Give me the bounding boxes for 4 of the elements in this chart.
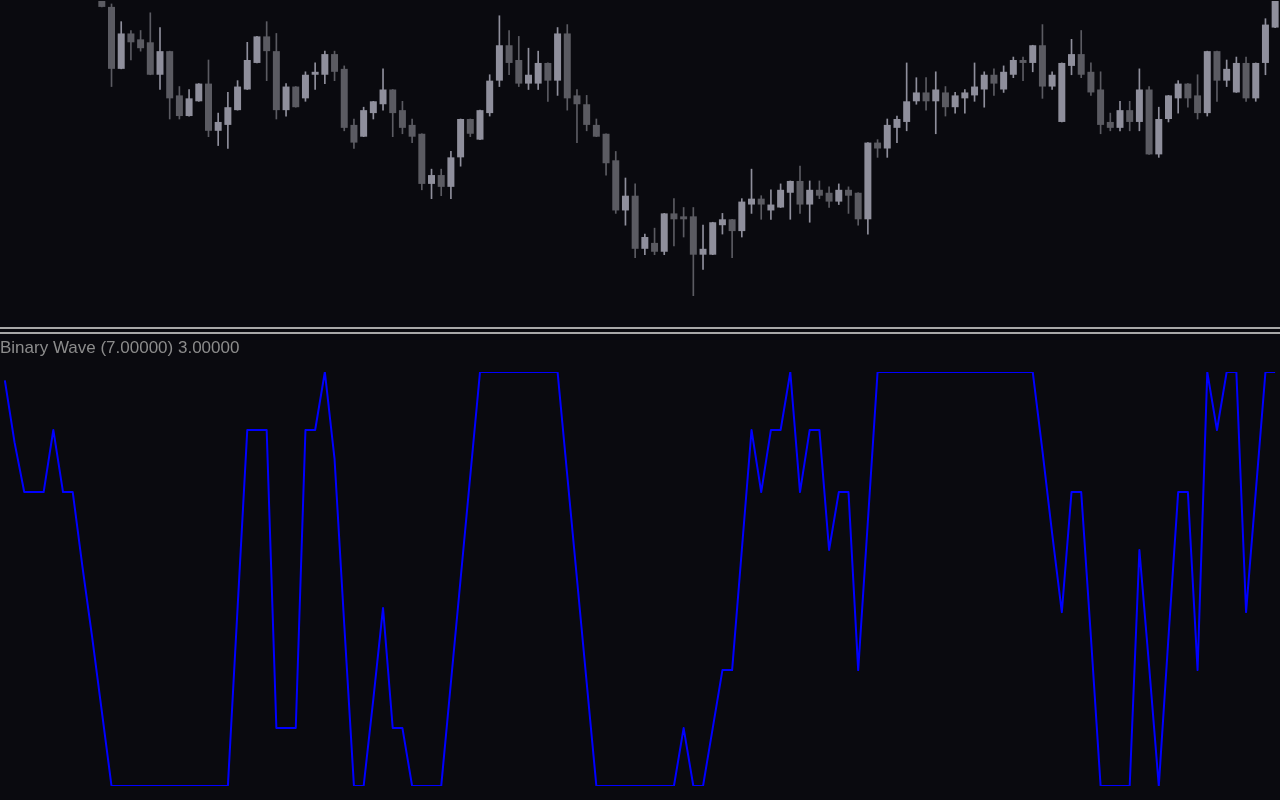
chart-title: Binary Wave (7.00000) 3.00000 — [0, 338, 240, 358]
candlestick — [292, 86, 300, 108]
candlestick — [195, 83, 203, 102]
candlestick — [1271, 1, 1279, 28]
